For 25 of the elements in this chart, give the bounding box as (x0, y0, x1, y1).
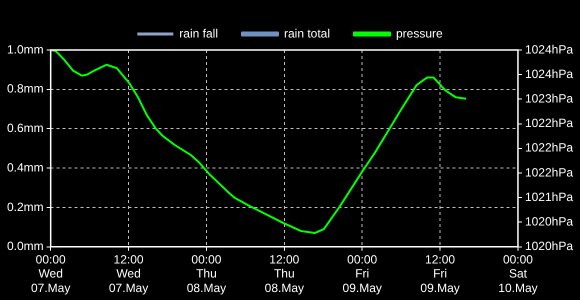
y2-tick-label: 1021hPa (524, 190, 574, 204)
y2-tick-label: 1024hPa (524, 42, 574, 56)
y-tick-label: 1.0mm (6, 42, 44, 56)
x-tick-label: 12:00 Thu 08.May (264, 252, 304, 296)
y2-tick-label: 1022hPa (524, 140, 574, 155)
y-tick-label: 0.8mm (6, 82, 44, 96)
y-tick-label: 0.0mm (6, 239, 44, 254)
legend-label: rain fall (179, 26, 218, 40)
x-tick-label: 12:00 Wed 07.May (108, 252, 148, 296)
y2-tick-label: 1022hPa (524, 165, 574, 180)
y-tick-label: 0.6mm (6, 121, 44, 136)
y2-tick-label: 1024hPa (524, 66, 574, 81)
y-tick-label: 0.4mm (6, 160, 44, 174)
y-tick-label: 0.2mm (6, 200, 44, 214)
x-tick-label: 00:00 Thu 08.May (186, 252, 226, 296)
x-tick-label: 00:00 Fri 09.May (342, 252, 382, 296)
x-tick-label: 12:00 Fri 09.May (420, 252, 460, 296)
y2-tick-label: 1023hPa (524, 92, 574, 106)
legend-label: rain total (284, 26, 330, 40)
legend-label: pressure (396, 26, 444, 40)
y2-tick-label: 1020hPa (524, 239, 574, 254)
y2-tick-label: 1022hPa (524, 116, 574, 130)
y2-tick-label: 1020hPa (524, 214, 574, 229)
x-tick-label: 00:00 Sat 10.May (498, 252, 538, 296)
x-tick-label: 00:00 Wed 07.May (30, 252, 70, 296)
